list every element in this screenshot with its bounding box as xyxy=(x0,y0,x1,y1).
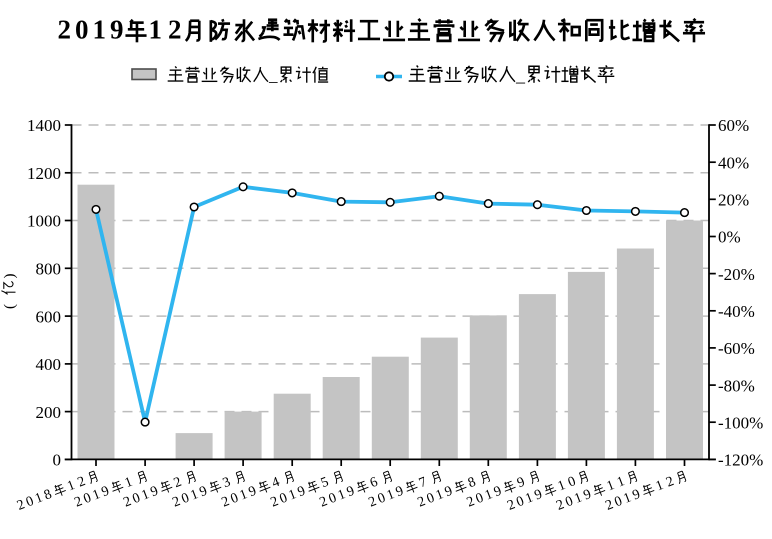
svg-text:7: 7 xyxy=(417,475,429,492)
svg-text:600: 600 xyxy=(36,307,62,326)
svg-text:-100%: -100% xyxy=(718,413,763,432)
svg-text:_: _ xyxy=(515,65,526,85)
svg-text:-20%: -20% xyxy=(718,265,755,284)
svg-text:(: ( xyxy=(2,304,18,309)
svg-text:800: 800 xyxy=(36,260,62,279)
svg-text:2: 2 xyxy=(172,475,184,492)
svg-text:400: 400 xyxy=(36,355,62,374)
svg-text:8: 8 xyxy=(466,475,478,492)
svg-text:0%: 0% xyxy=(718,228,741,247)
svg-text:4: 4 xyxy=(270,475,282,492)
svg-text:1000: 1000 xyxy=(27,212,61,231)
svg-text:-120%: -120% xyxy=(718,451,763,470)
svg-text:_: _ xyxy=(268,66,278,85)
svg-text:1: 1 xyxy=(123,475,135,492)
svg-text:0: 0 xyxy=(53,451,62,470)
svg-text:60%: 60% xyxy=(718,116,749,135)
svg-text:-40%: -40% xyxy=(718,302,755,321)
svg-text:20%: 20% xyxy=(718,191,749,210)
svg-text:5: 5 xyxy=(319,475,331,492)
svg-text:-60%: -60% xyxy=(718,339,755,358)
svg-text:3: 3 xyxy=(221,475,233,492)
svg-text:): ) xyxy=(2,274,18,279)
svg-text:6: 6 xyxy=(368,475,380,492)
svg-text:200: 200 xyxy=(36,403,62,422)
svg-text:40%: 40% xyxy=(718,153,749,172)
svg-text:9: 9 xyxy=(515,475,527,492)
svg-text:1200: 1200 xyxy=(27,164,61,183)
svg-text:1400: 1400 xyxy=(27,116,61,135)
svg-text:-80%: -80% xyxy=(718,376,755,395)
